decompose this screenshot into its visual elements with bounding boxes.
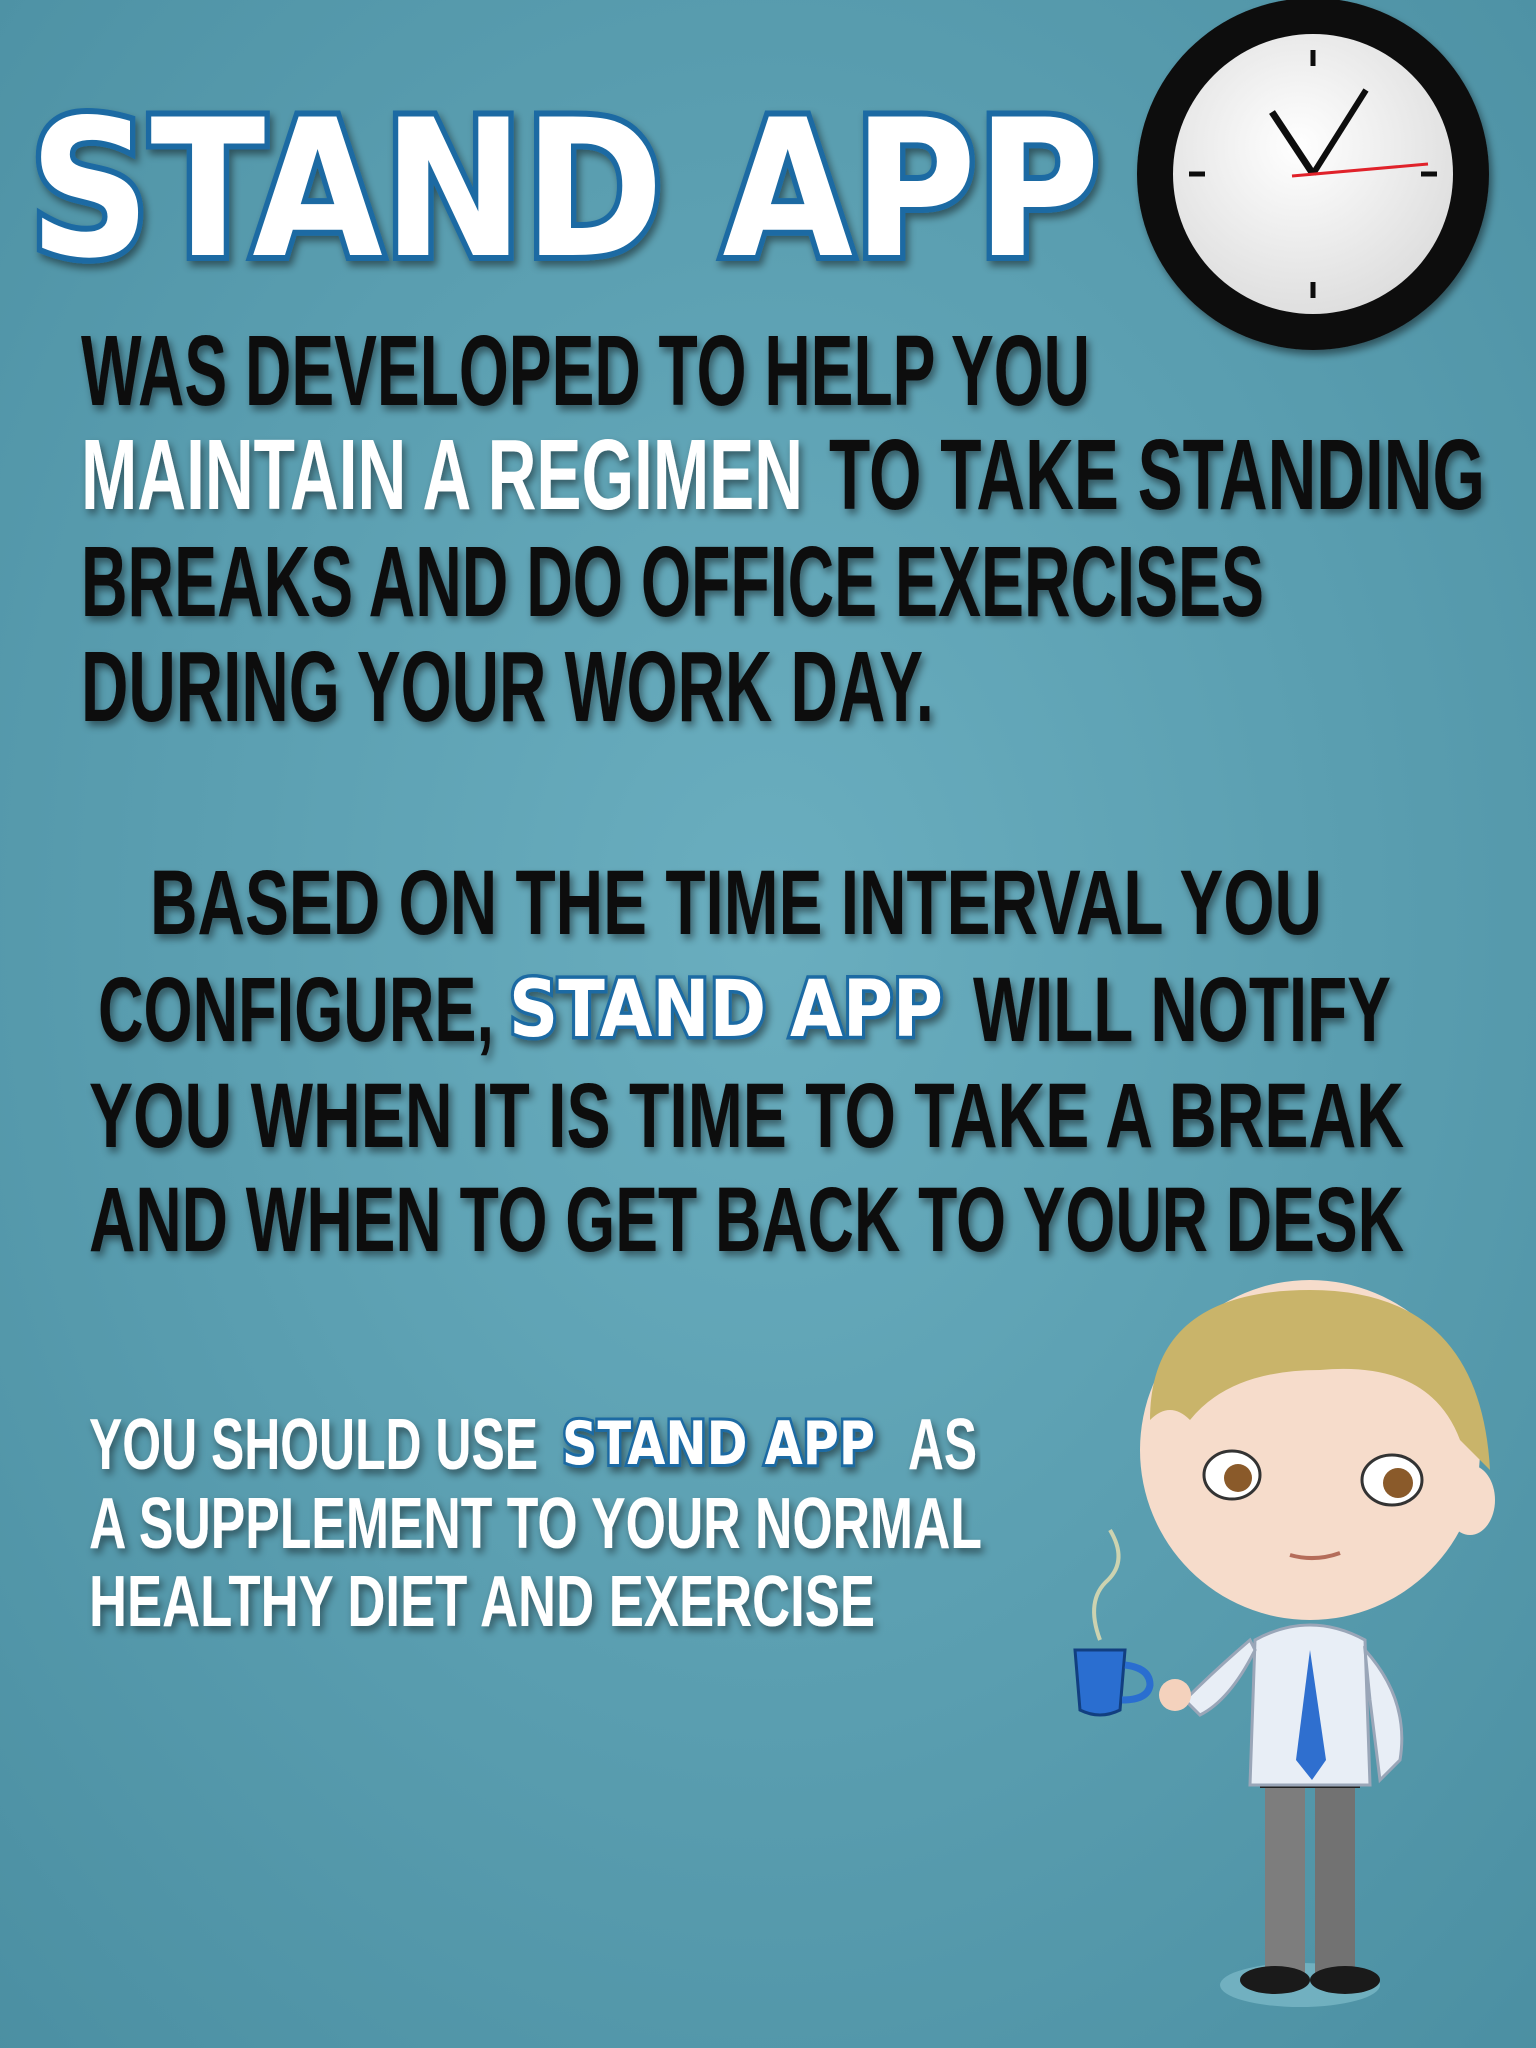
text-line: BREAKS AND DO OFFICE EXERCISES: [81, 526, 1264, 638]
title: STAND APP: [29, 79, 1100, 300]
brand-name: STAND APP: [509, 965, 943, 1055]
advice-paragraph: YOU SHOULD USE STAND APP AS A SUPPLEMENT…: [89, 1405, 982, 1642]
intro-paragraph: WAS DEVELOPED TO HELP YOU MAINTAIN A REG…: [81, 315, 1485, 743]
text-line: HEALTHY DIET AND EXERCISE: [89, 1562, 875, 1642]
text-line: YOU SHOULD USE: [89, 1405, 538, 1485]
details-paragraph: BASED ON THE TIME INTERVAL YOU CONFIGURE…: [89, 852, 1404, 1271]
text-line: CONFIGURE,: [98, 959, 494, 1061]
text-line: TO TAKE STANDING: [829, 419, 1485, 531]
brand-name: STAND APP: [562, 1409, 875, 1479]
text-line: DURING YOUR WORK DAY.: [81, 631, 934, 743]
highlight-text: MAINTAIN A REGIMEN: [81, 419, 803, 531]
text-line: AND WHEN TO GET BACK TO YOUR DESK: [89, 1169, 1404, 1271]
text-line: YOU WHEN IT IS TIME TO TAKE A BREAK: [89, 1065, 1404, 1167]
character-illustration: [1073, 1280, 1495, 2007]
text-line: BASED ON THE TIME INTERVAL YOU: [150, 852, 1322, 954]
text-line: WILL NOTIFY: [973, 959, 1391, 1061]
text-line: A SUPPLEMENT TO YOUR NORMAL: [89, 1484, 982, 1564]
text-line: AS: [908, 1405, 977, 1485]
text-line: WAS DEVELOPED TO HELP YOU: [81, 315, 1090, 427]
clock-icon: [1137, 0, 1489, 350]
